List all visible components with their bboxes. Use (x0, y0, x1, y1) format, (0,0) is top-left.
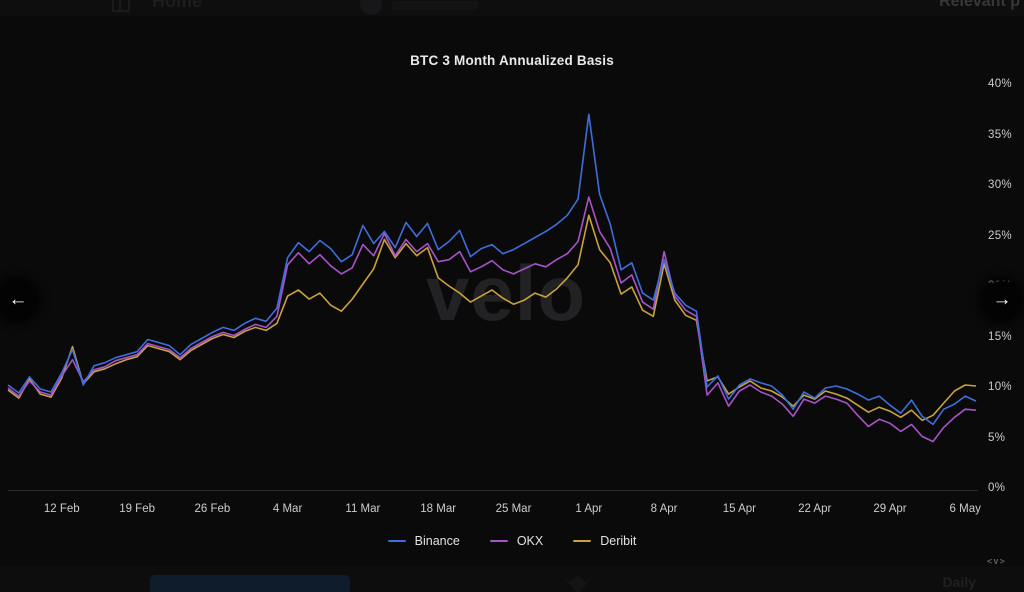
y-axis-tick-label: 15% (988, 330, 1012, 343)
x-axis-tick-label: 4 Mar (272, 503, 303, 515)
page-top-bar: Home Relevant p (0, 0, 1024, 16)
series-line-binance (7, 113, 977, 426)
series-line-okx (7, 196, 977, 443)
y-axis-tick-label: 40% (988, 78, 1012, 90)
velo-logo-icon (560, 572, 596, 592)
arrow-right-icon: → (992, 289, 1012, 310)
x-axis-tick-label: 22 Apr (798, 503, 832, 515)
home-icon (112, 0, 130, 12)
legend-label: Deribit (600, 534, 637, 548)
x-axis-tick-label: 19 Feb (119, 503, 155, 515)
x-axis-tick-label: 1 Apr (575, 503, 603, 515)
prev-chart-button[interactable]: ← (0, 281, 37, 319)
y-axis-tick-label: 30% (988, 179, 1012, 191)
user-handle-placeholder (392, 1, 478, 10)
legend-item-okx[interactable]: OKX (489, 534, 544, 548)
home-nav-label[interactable]: Home (152, 0, 203, 11)
daily-resolution-label[interactable]: Daily (942, 574, 976, 590)
legend-swatch-icon (489, 540, 508, 542)
series-line-deribit (7, 214, 977, 422)
x-axis-tick-label: 29 Apr (873, 503, 907, 515)
legend-label: Binance (414, 534, 460, 548)
x-axis-tick-label: 18 Mar (420, 503, 457, 515)
avatar[interactable] (360, 0, 382, 15)
legend-item-deribit[interactable]: Deribit (573, 534, 636, 548)
y-axis-tick-label: 0% (988, 482, 1006, 494)
y-axis-tick-label: 25% (988, 229, 1012, 242)
x-axis-tick-label: 25 Mar (495, 503, 532, 515)
x-axis-tick-label: 6 May (949, 503, 981, 515)
velo-watermark: velo (426, 249, 587, 337)
x-axis-tick-label: 8 Apr (650, 503, 678, 515)
legend-item-binance[interactable]: Binance (387, 534, 460, 548)
code-tag-label: <v> (986, 557, 1006, 567)
x-axis-line (8, 490, 978, 491)
chart-legend: Binance OKX Deribit (0, 534, 1024, 548)
arrow-left-icon: ← (8, 289, 28, 310)
next-chart-button[interactable]: → (983, 281, 1021, 319)
chart-title: BTC 3 Month Annualized Basis (410, 53, 614, 68)
y-axis-tick-label: 35% (988, 128, 1012, 141)
x-axis-tick-label: 15 Apr (722, 503, 757, 515)
legend-swatch-icon (387, 540, 406, 542)
x-axis-tick-label: 26 Feb (194, 503, 231, 515)
x-axis-tick-label: 11 Mar (345, 503, 381, 515)
x-axis-tick-label: 12 Feb (43, 503, 80, 515)
dimmed-primary-button[interactable] (150, 575, 350, 592)
relevant-posts-heading: Relevant p (939, 0, 1020, 10)
legend-label: OKX (516, 534, 544, 548)
y-axis-tick-label: 5% (988, 431, 1006, 444)
legend-swatch-icon (573, 540, 592, 542)
page-bottom-bar (0, 566, 1024, 592)
y-axis-tick-label: 10% (988, 381, 1012, 393)
